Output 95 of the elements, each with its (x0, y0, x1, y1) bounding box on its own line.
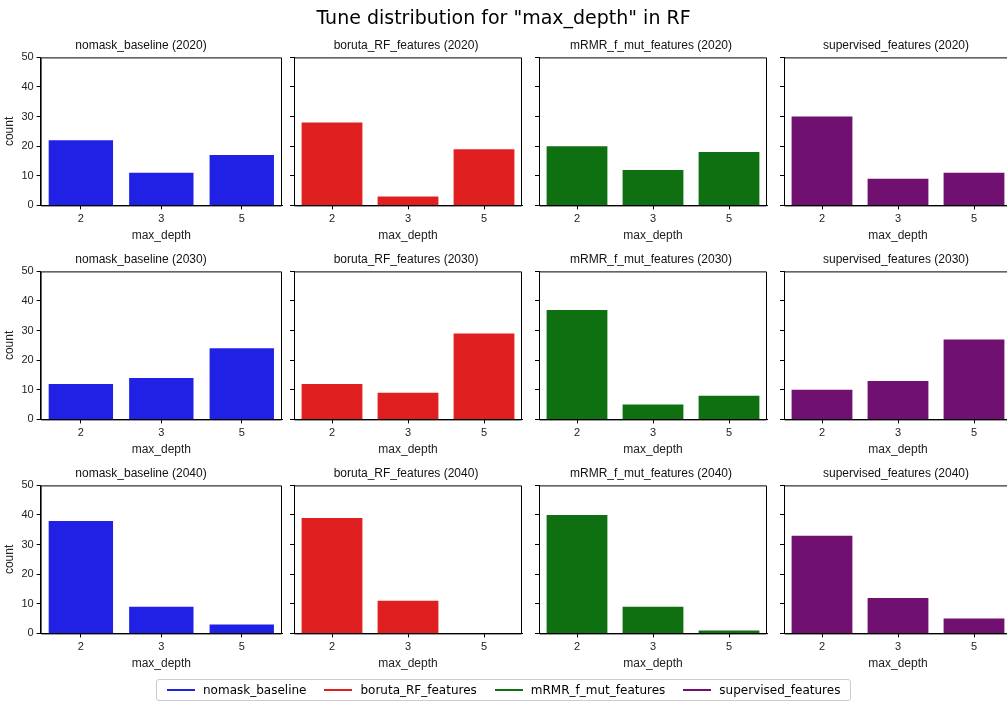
x-tick-label: 5 (238, 426, 245, 439)
x-tick-label: 3 (894, 426, 902, 439)
legend-label: nomask_baseline (203, 683, 307, 697)
y-axis-title: count (1, 544, 16, 575)
x-tick-label: 5 (970, 426, 978, 439)
bar (209, 348, 274, 419)
y-tick-label: 10 (21, 382, 34, 395)
x-axis-title: max_depth (623, 656, 683, 671)
bar (129, 172, 194, 205)
bar (129, 377, 194, 419)
x-axis-title: max_depth (868, 442, 928, 457)
chart-title: boruta_RF_features (2020) (333, 37, 479, 52)
x-tick-label: 5 (970, 640, 978, 653)
x-tick-label: 5 (725, 426, 733, 439)
legend-label: supervised_features (719, 683, 841, 697)
y-tick-label: 0 (27, 412, 34, 425)
x-tick-label: 3 (404, 426, 412, 439)
chart-title: mRMR_f_mut_features (2030) (569, 251, 733, 266)
x-tick-label: 5 (480, 640, 488, 653)
x-tick-label: 2 (818, 640, 826, 653)
x-tick-label: 2 (328, 426, 336, 439)
x-axis-title: max_depth (868, 656, 928, 671)
y-tick-label: 40 (21, 294, 34, 307)
bar (48, 383, 114, 419)
x-tick-label: 3 (404, 212, 412, 225)
x-tick-label: 3 (894, 212, 902, 225)
y-tick-label: 40 (21, 80, 34, 93)
y-tick-label: 20 (21, 353, 34, 366)
chart-title: supervised_features (2040) (822, 465, 970, 480)
y-tick-label: 30 (21, 109, 34, 122)
y-tick-label: 0 (27, 626, 34, 639)
y-tick-label: 30 (21, 323, 34, 336)
bar (129, 606, 194, 633)
legend-label: mRMR_f_mut_features (530, 683, 666, 697)
bar (209, 155, 274, 205)
x-axis-title: max_depth (623, 228, 683, 243)
bar (48, 140, 114, 205)
x-tick-label: 5 (970, 212, 978, 225)
legend-label: boruta_RF_features (360, 683, 477, 697)
y-axis-title: count (1, 330, 16, 361)
x-axis-title: max_depth (623, 442, 683, 457)
y-tick-label: 40 (21, 508, 34, 521)
x-tick-label: 5 (725, 212, 733, 225)
x-tick-label: 3 (894, 640, 902, 653)
x-tick-label: 3 (158, 426, 165, 439)
x-tick-label: 5 (725, 640, 733, 653)
x-tick-label: 2 (328, 212, 336, 225)
x-axis-title: max_depth (378, 228, 438, 243)
y-tick-label: 20 (21, 139, 34, 152)
chart-title: supervised_features (2020) (822, 37, 970, 52)
chart-title: supervised_features (2030) (822, 251, 970, 266)
x-tick-label: 2 (328, 640, 336, 653)
x-tick-label: 5 (238, 640, 245, 653)
x-tick-label: 5 (480, 426, 488, 439)
x-tick-label: 3 (158, 640, 165, 653)
x-tick-label: 3 (649, 212, 657, 225)
x-tick-label: 3 (404, 640, 412, 653)
chart-title: boruta_RF_features (2030) (333, 251, 479, 266)
x-tick-label: 2 (77, 426, 84, 439)
y-tick-label: 50 (21, 264, 34, 277)
x-axis-title: max_depth (131, 442, 192, 457)
x-tick-label: 2 (818, 212, 826, 225)
bar (209, 624, 274, 633)
y-tick-label: 20 (21, 567, 34, 580)
text: Tune distribution for "max_depth" in RF (315, 6, 692, 28)
x-tick-label: 2 (573, 426, 581, 439)
chart-title: boruta_RF_features (2040) (333, 465, 479, 480)
x-tick-label: 2 (573, 640, 581, 653)
x-tick-label: 2 (77, 212, 84, 225)
x-tick-label: 3 (158, 212, 165, 225)
y-tick-label: 10 (21, 596, 34, 609)
y-tick-label: 0 (27, 198, 34, 211)
chart-title: mRMR_f_mut_features (2020) (569, 37, 733, 52)
x-tick-label: 2 (77, 640, 84, 653)
x-tick-label: 3 (649, 426, 657, 439)
y-tick-label: 30 (21, 537, 34, 550)
x-tick-label: 5 (480, 212, 488, 225)
y-tick-label: 50 (21, 478, 34, 491)
chart-title: mRMR_f_mut_features (2040) (569, 465, 733, 480)
chart-title: nomask_baseline (2040) (75, 465, 207, 480)
x-axis-title: max_depth (868, 228, 928, 243)
chart-title: nomask_baseline (2020) (75, 37, 207, 52)
x-tick-label: 5 (238, 212, 245, 225)
x-axis-title: max_depth (378, 442, 438, 457)
y-tick-label: 50 (21, 50, 34, 63)
x-tick-label: 2 (818, 426, 826, 439)
x-tick-label: 3 (649, 640, 657, 653)
chart-title: nomask_baseline (2030) (75, 251, 207, 266)
x-axis-title: max_depth (131, 228, 192, 243)
x-axis-title: max_depth (131, 656, 192, 671)
x-axis-title: max_depth (378, 656, 438, 671)
y-tick-label: 10 (21, 168, 34, 181)
y-axis-title: count (1, 116, 16, 147)
bar (48, 520, 114, 633)
x-tick-label: 2 (573, 212, 581, 225)
